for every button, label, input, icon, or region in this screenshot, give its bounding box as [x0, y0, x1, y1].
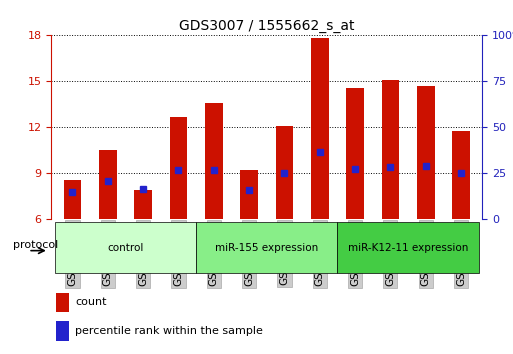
Bar — [275, 126, 293, 219]
FancyBboxPatch shape — [338, 222, 479, 273]
Bar — [417, 86, 435, 219]
Bar — [170, 117, 187, 219]
Bar — [240, 170, 258, 219]
Text: count: count — [75, 297, 107, 307]
Bar — [64, 179, 82, 219]
Bar — [452, 131, 470, 219]
Bar — [205, 103, 223, 219]
FancyBboxPatch shape — [196, 222, 338, 273]
Bar — [55, 321, 69, 341]
Bar — [346, 87, 364, 219]
Text: control: control — [107, 243, 144, 253]
Title: GDS3007 / 1555662_s_at: GDS3007 / 1555662_s_at — [179, 19, 354, 33]
Bar — [311, 39, 328, 219]
Text: miR-K12-11 expression: miR-K12-11 expression — [348, 243, 468, 253]
Text: percentile rank within the sample: percentile rank within the sample — [75, 326, 263, 336]
Text: miR-155 expression: miR-155 expression — [215, 243, 319, 253]
Bar — [99, 150, 116, 219]
Bar — [382, 80, 399, 219]
Bar — [134, 190, 152, 219]
Text: protocol: protocol — [13, 240, 58, 250]
Bar — [55, 293, 69, 312]
FancyBboxPatch shape — [55, 222, 196, 273]
